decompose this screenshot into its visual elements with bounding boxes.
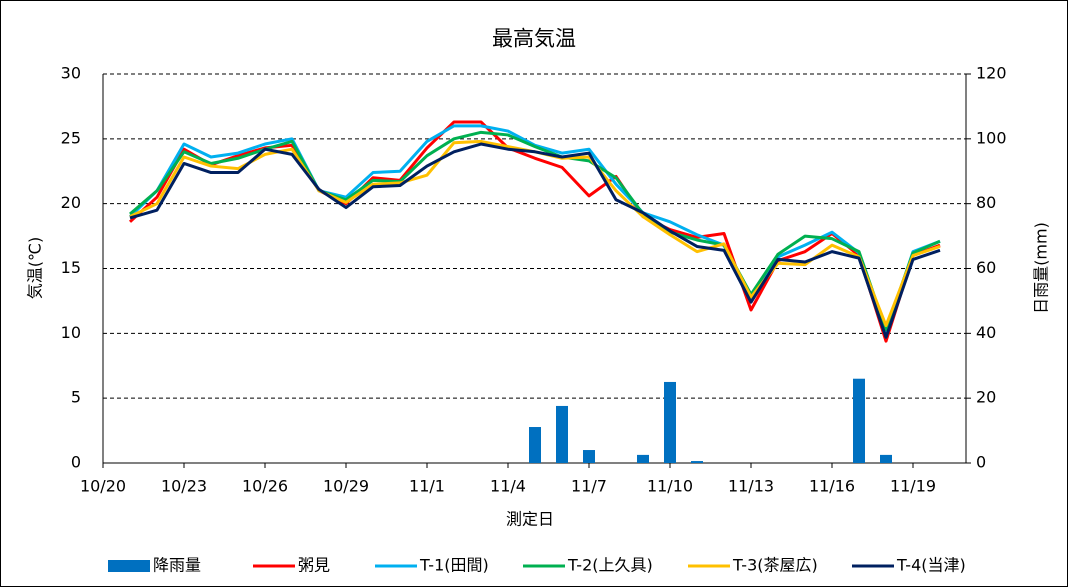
y-axis-label: 気温(℃)	[26, 237, 45, 299]
y-tick-label: 20	[61, 193, 81, 212]
rain-bar	[664, 381, 676, 463]
x-tick-label: 10/20	[80, 477, 126, 496]
chart-title: 最高気温	[492, 27, 576, 51]
legend-label: T-2(上久具)	[567, 556, 653, 575]
y2-tick-label: 60	[976, 258, 996, 277]
rain-bar	[853, 378, 865, 463]
rain-bar	[583, 450, 595, 463]
legend-label: T-3(茶屋広)	[732, 556, 818, 575]
x-axis-label: 測定日	[506, 510, 554, 529]
x-tick-label: 11/1	[409, 477, 445, 496]
x-tick-label: 10/29	[323, 477, 369, 496]
y-tick-label: 0	[71, 453, 81, 472]
legend-label: T-4(当津)	[896, 556, 966, 575]
rain-bar	[880, 454, 892, 463]
y2-tick-label: 20	[976, 388, 996, 407]
legend-label: T-1(田間)	[419, 556, 489, 575]
rain-bar	[556, 405, 568, 463]
temp-line	[129, 142, 941, 339]
y-tick-label: 15	[61, 258, 81, 277]
y2-tick-label: 120	[976, 64, 1007, 83]
y-tick-label: 10	[61, 323, 81, 342]
y-tick-label: 30	[61, 64, 81, 83]
legend-label: 降雨量	[153, 556, 201, 575]
x-tick-label: 11/7	[571, 477, 607, 496]
y-tick-label: 25	[61, 128, 81, 147]
x-tick-label: 11/4	[490, 477, 526, 496]
y2-axis-label: 日雨量(mm)	[1032, 222, 1051, 314]
legend-label: 粥見	[298, 556, 330, 575]
x-tick-label: 11/10	[647, 477, 693, 496]
rain-bar	[691, 461, 703, 463]
rain-bar	[637, 454, 649, 463]
y2-tick-label: 0	[976, 453, 986, 472]
x-tick-label: 11/16	[809, 477, 855, 496]
x-tick-label: 10/23	[161, 477, 207, 496]
x-tick-label: 11/13	[728, 477, 774, 496]
y2-tick-label: 80	[976, 193, 996, 212]
y2-tick-label: 40	[976, 323, 996, 342]
x-tick-label: 10/26	[242, 477, 288, 496]
y2-tick-label: 100	[976, 128, 1007, 147]
y-tick-label: 5	[71, 388, 81, 407]
legend-swatch	[108, 560, 150, 572]
rain-bar	[529, 427, 541, 463]
x-tick-label: 11/19	[890, 477, 936, 496]
